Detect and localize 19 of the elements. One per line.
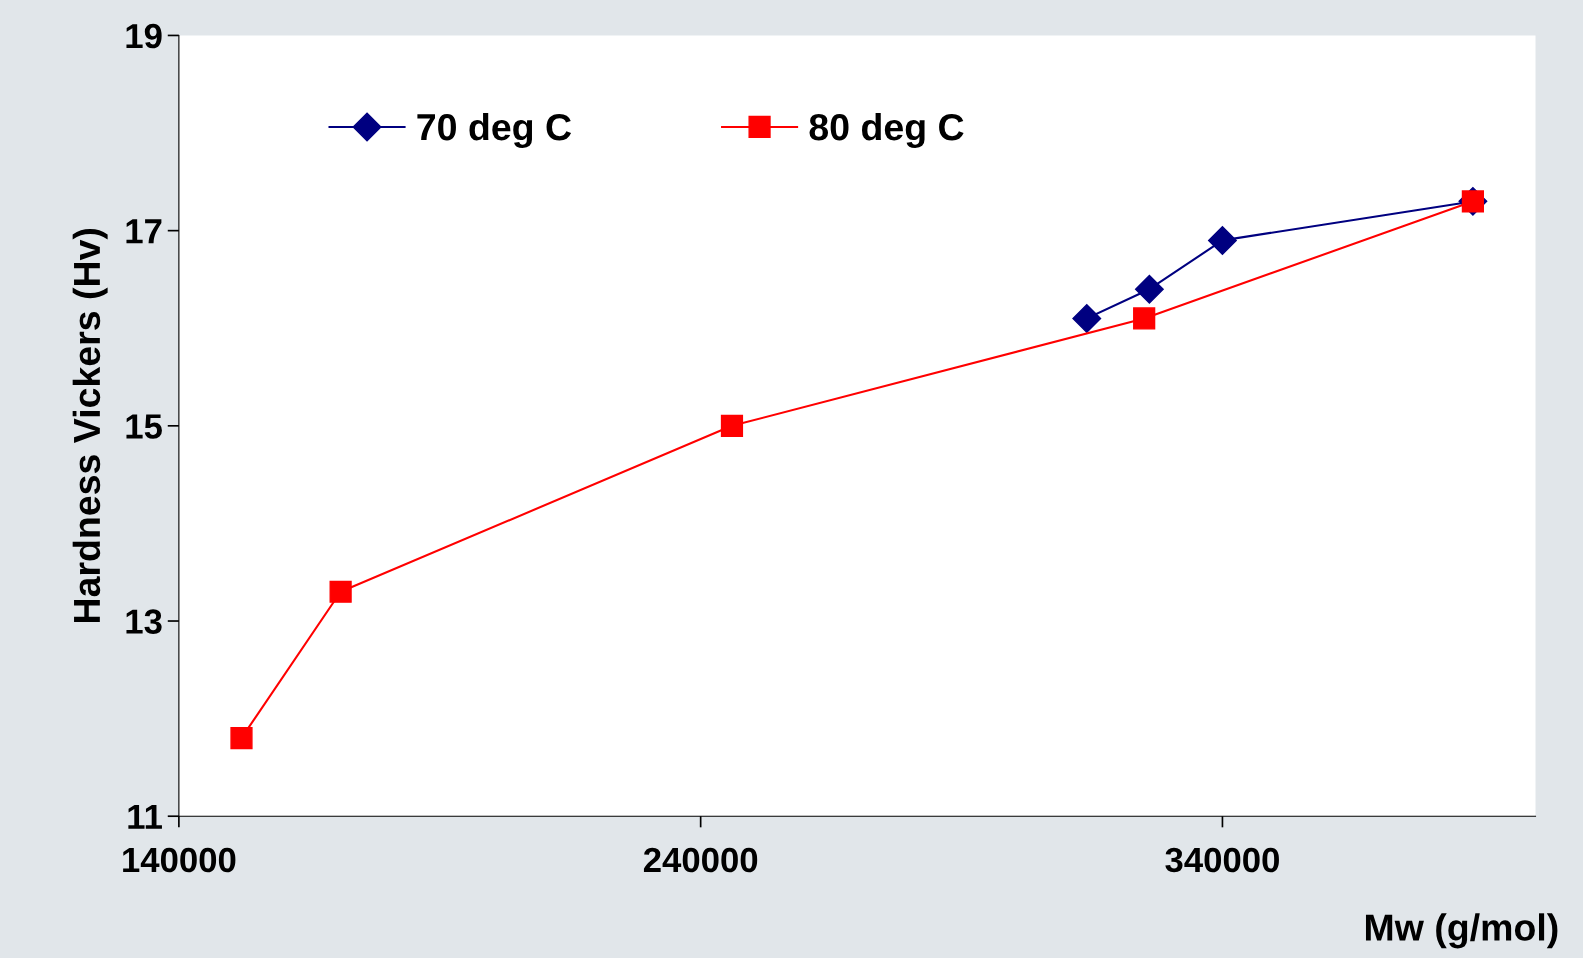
x-axis-title: Mw (g/mol) [1365, 913, 1558, 949]
point [1207, 225, 1237, 255]
point [1072, 304, 1102, 333]
y-tick-label: 19 [126, 23, 162, 49]
y-tick-label: 13 [126, 609, 162, 634]
point [1134, 274, 1164, 304]
y-axis-title: Hardness Vickers (Hv) [72, 228, 108, 623]
point [720, 414, 744, 437]
point [230, 727, 253, 750]
point [1133, 307, 1156, 330]
y-tick-label: 11 [128, 804, 162, 829]
y-tick-label: 15 [126, 414, 162, 439]
y-tick-label: 17 [126, 219, 162, 244]
x-tick-label: 340000 [1165, 847, 1279, 873]
legend-label: 70 deg C [417, 112, 572, 149]
point [329, 580, 352, 603]
x-tick-label: 140000 [123, 847, 236, 873]
legend-label: 80 deg C [809, 112, 964, 149]
x-tick-label: 240000 [643, 847, 758, 873]
